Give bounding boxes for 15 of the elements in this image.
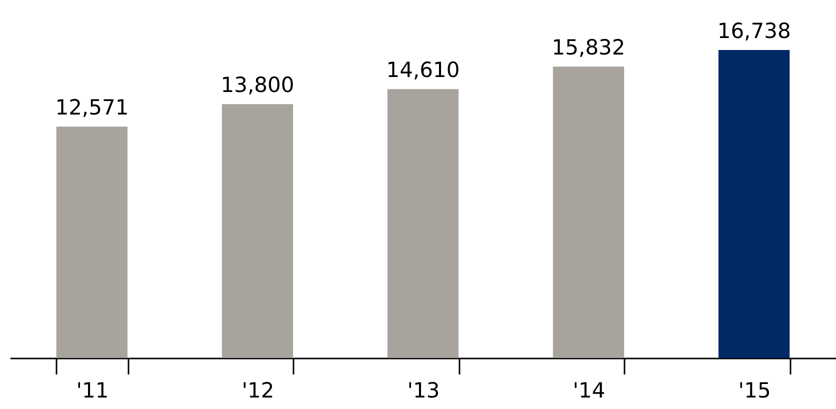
bar [222, 104, 294, 358]
bar [56, 126, 128, 358]
x-tick-label: '11 [76, 378, 109, 402]
data-label: 15,832 [552, 36, 626, 60]
x-tick-label: '13 [407, 378, 440, 402]
bar [718, 50, 790, 358]
data-label: 13,800 [220, 73, 294, 98]
x-tick-label: '12 [242, 378, 274, 402]
data-label: 16,738 [717, 19, 791, 43]
x-tick-label: '15 [738, 378, 771, 402]
x-tick-label: '14 [572, 378, 606, 402]
data-label: 12,571 [55, 96, 129, 120]
bar [552, 66, 624, 358]
data-label: 14,610 [386, 58, 460, 82]
bar [387, 89, 459, 358]
